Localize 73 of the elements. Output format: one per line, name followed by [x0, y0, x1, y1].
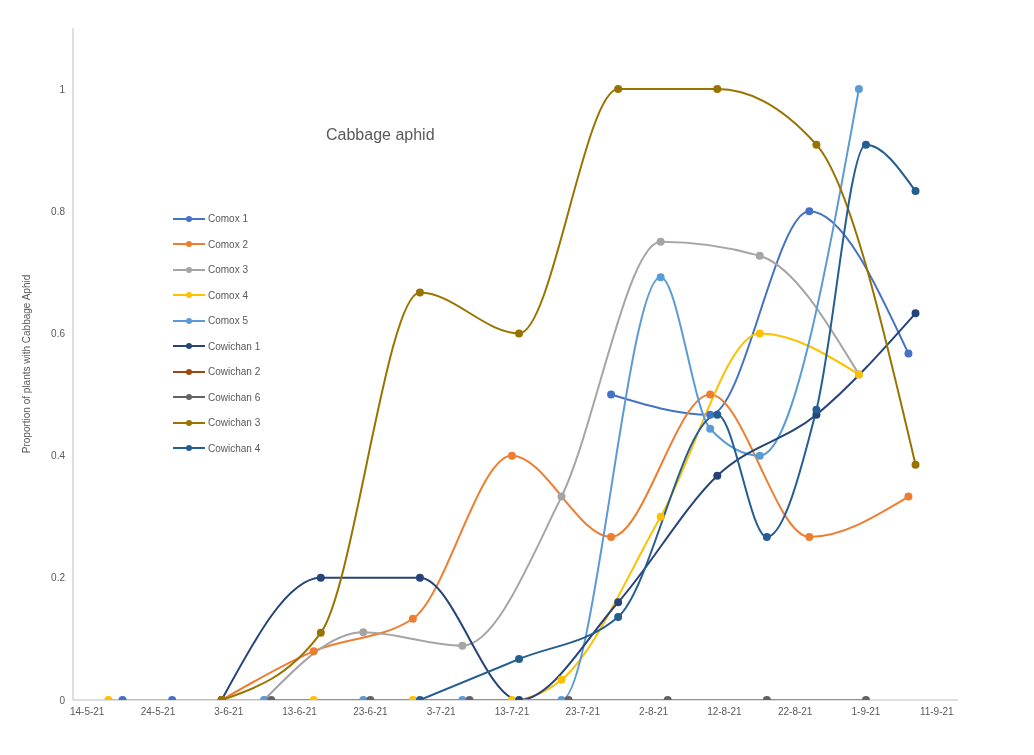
x-tick-label: 3-6-21: [214, 706, 244, 718]
legend-label: Comox 4: [208, 289, 249, 301]
x-tick-label: 2-8-21: [639, 706, 669, 718]
x-tick-label: 13-6-21: [282, 706, 318, 718]
point: [755, 251, 764, 260]
point: [359, 628, 368, 637]
y-tick-label: 0: [59, 694, 66, 706]
point: [607, 390, 616, 399]
point: [408, 614, 417, 623]
x-tick-label: 11-9-21: [919, 706, 955, 718]
x-tick-label: 23-6-21: [353, 706, 389, 718]
point: [614, 612, 623, 621]
point: [614, 85, 623, 94]
legend-label: Comox 1: [208, 213, 249, 225]
y-tick-label: 0.2: [51, 572, 66, 584]
point: [904, 349, 913, 358]
point: [706, 390, 715, 399]
legend-label: Cowichan 6: [208, 391, 261, 403]
point: [515, 329, 524, 338]
x-tick-label: 24-5-21: [140, 706, 176, 718]
point: [458, 641, 467, 650]
legend-label: Cowichan 3: [208, 417, 261, 429]
x-tick-label: 14-5-21: [69, 706, 105, 718]
point: [656, 237, 665, 246]
y-tick-label: 0.6: [51, 328, 66, 339]
point: [515, 655, 524, 664]
point: [316, 573, 325, 582]
legend-label: Comox 3: [208, 264, 249, 276]
x-tick-label: 3-7-21: [426, 706, 457, 718]
point: [713, 471, 722, 480]
point: [656, 273, 665, 282]
point: [805, 532, 814, 541]
point: [316, 628, 325, 637]
x-tick-label: 12-8-21: [707, 706, 743, 718]
y-axis-title: Proportion of plants with Cabbage Aphid: [20, 274, 32, 454]
point: [904, 492, 913, 501]
point: [557, 492, 566, 501]
point: [507, 451, 516, 460]
x-tick-label: 22-8-21: [777, 706, 813, 718]
point: [911, 309, 920, 318]
point: [309, 647, 318, 656]
point: [713, 410, 722, 419]
point: [415, 288, 424, 297]
x-tick-label: 13-7-21: [494, 706, 530, 718]
point: [812, 140, 821, 149]
text: Cabbage aphid: [326, 126, 435, 144]
legend-label: Cowichan 2: [208, 366, 261, 378]
y-tick-label: 0.4: [51, 450, 66, 462]
point: [713, 85, 722, 94]
point: [861, 140, 870, 149]
point: [755, 451, 764, 460]
point: [607, 532, 616, 541]
legend-label: Comox 5: [208, 315, 249, 327]
point: [706, 424, 715, 433]
point: [755, 329, 764, 338]
point: [557, 675, 566, 684]
x-tick-label: 1-9-21: [851, 706, 881, 718]
y-tick-label: 1: [59, 83, 66, 95]
point: [614, 598, 623, 607]
point: [762, 532, 771, 541]
x-tick-label: 23-7-21: [565, 706, 601, 718]
point: [415, 573, 424, 582]
point: [911, 187, 920, 196]
legend-label: Comox 2: [208, 238, 249, 250]
point: [812, 405, 821, 414]
legend-label: Cowichan 4: [208, 442, 261, 454]
point: [805, 207, 814, 216]
point: [854, 85, 863, 94]
point: [706, 410, 715, 419]
point: [656, 512, 665, 521]
y-tick-label: 0.8: [51, 205, 66, 217]
point: [911, 460, 920, 469]
legend-label: Cowichan 1: [208, 340, 261, 352]
